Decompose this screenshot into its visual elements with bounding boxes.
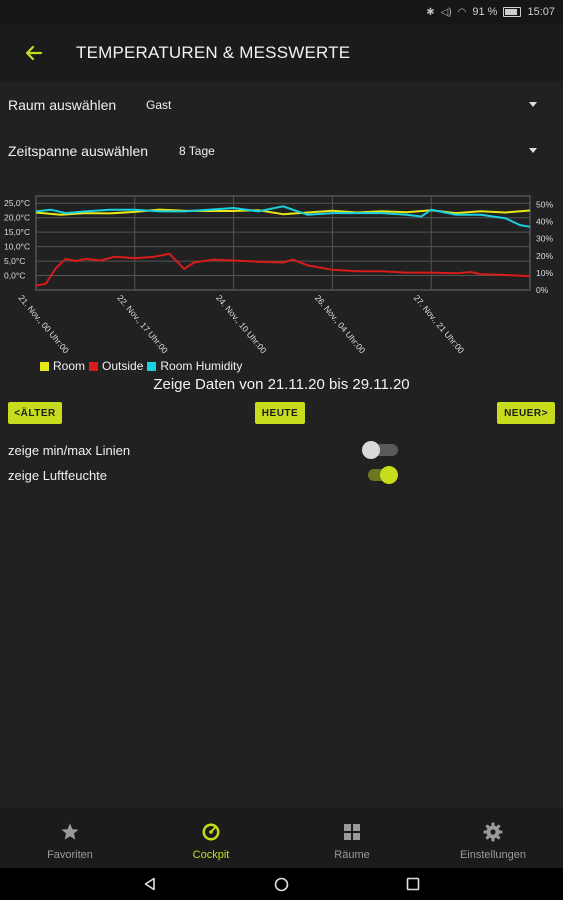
legend-label: Room [53, 359, 86, 373]
gauge-icon [202, 823, 220, 841]
y-left-tick: 0,0°C [4, 271, 25, 281]
nav-favoriten[interactable]: Favoriten [0, 808, 140, 868]
legend-label: Room Humidity [160, 359, 243, 373]
nav-raeume[interactable]: Räume [282, 808, 422, 868]
newer-button[interactable]: NEUER> [497, 402, 555, 424]
minmax-toggle-row: zeige min/max Linien [8, 438, 555, 462]
y-right-tick: 30% [536, 234, 553, 244]
gear-icon [483, 822, 503, 842]
humidity-switch[interactable] [368, 463, 408, 487]
star-icon [61, 823, 79, 840]
timespan-select[interactable]: Zeitspanne auswählen 8 Tage [0, 133, 563, 169]
minmax-switch[interactable] [362, 438, 402, 462]
legend-item: Outside [89, 359, 143, 373]
back-arrow-icon[interactable] [24, 43, 44, 63]
grid-icon [344, 824, 360, 840]
temperature-chart: 25,0°C 20,0°C 15,0°C 10,0°C 5,0°C 0,0°C 50% 40%… [4, 195, 553, 355]
room-select-value: Gast [146, 98, 172, 112]
page-title: TEMPERATUREN & MESSWERTE [76, 43, 351, 62]
dropdown-arrow-icon [529, 148, 537, 153]
battery-icon [503, 7, 522, 17]
back-triangle-icon[interactable] [143, 877, 157, 891]
humidity-toggle-label: zeige Luftfeuchte [8, 467, 108, 483]
older-button[interactable]: <ÄLTER [8, 402, 62, 424]
mute-icon: ◁) [440, 6, 452, 18]
nav-label: Cockpit [192, 849, 230, 861]
x-tick-label: 24. Nov., 10 Uhr:00 [214, 293, 269, 355]
nav-label: Favoriten [47, 849, 93, 861]
y-right-tick: 10% [536, 268, 553, 278]
date-range-text: Zeige Daten von 21.11.20 bis 29.11.20 [153, 376, 410, 393]
y-left-tick: 25,0°C [4, 198, 30, 208]
y-right-tick: 20% [536, 251, 553, 261]
legend-item: Room [40, 359, 85, 373]
nav-label: Einstellungen [459, 849, 527, 861]
recents-square-icon[interactable] [406, 877, 420, 891]
clock: 15:07 [527, 6, 555, 18]
nav-einstellungen[interactable]: Einstellungen [423, 808, 563, 868]
x-tick-label: 22. Nov., 17 Uhr:00 [115, 293, 170, 355]
legend-item: Room Humidity [147, 359, 242, 373]
legend-swatch [40, 361, 49, 371]
minmax-toggle-label: zeige min/max Linien [8, 442, 131, 458]
y-right-tick: 40% [536, 217, 553, 227]
x-tick-label: 26. Nov., 04 Uhr:00 [313, 293, 368, 355]
x-tick-label: 27. Nov., 21 Uhr:00 [412, 293, 467, 355]
legend-swatch [89, 361, 99, 371]
status-bar: ✱ ◁) ◠ 91 % 15:07 [0, 0, 563, 24]
timespan-select-value: 8 Tage [179, 144, 215, 158]
system-navigation-bar [0, 868, 563, 900]
y-left-tick: 10,0°C [4, 242, 30, 252]
chart-legend: Room Outside Room Humidity [40, 358, 246, 374]
app-bar: TEMPERATUREN & MESSWERTE [0, 24, 563, 82]
plot-frame [35, 195, 531, 291]
today-button[interactable]: HEUTE [255, 402, 305, 424]
legend-label: Outside [102, 359, 144, 373]
dropdown-arrow-icon [529, 102, 537, 107]
legend-swatch [147, 361, 157, 371]
y-right-tick: 50% [536, 200, 553, 210]
room-select-label: Raum auswählen [8, 97, 117, 113]
wifi-icon: ◠ [457, 6, 467, 18]
room-select[interactable]: Raum auswählen Gast [0, 87, 563, 123]
y-left-tick: 5,0°C [4, 256, 25, 266]
x-tick-label: 21. Nov., 00 Uhr:00 [16, 293, 71, 355]
nav-cockpit[interactable]: Cockpit [141, 808, 281, 868]
series-line-outside [35, 252, 531, 287]
y-left-tick: 15,0°C [4, 227, 30, 237]
bluetooth-icon: ✱ [426, 6, 435, 18]
humidity-toggle-row: zeige Luftfeuchte [8, 463, 555, 487]
home-circle-icon[interactable] [274, 877, 289, 892]
y-right-tick: 0% [536, 285, 549, 295]
bottom-navigation: Favoriten Cockpit Räume [0, 808, 563, 868]
timespan-select-label: Zeitspanne auswählen [8, 143, 149, 159]
series-line-room-humidity [35, 205, 531, 228]
battery-percent: 91 % [472, 6, 498, 18]
y-left-tick: 20,0°C [4, 213, 30, 223]
nav-label: Räume [334, 849, 370, 861]
